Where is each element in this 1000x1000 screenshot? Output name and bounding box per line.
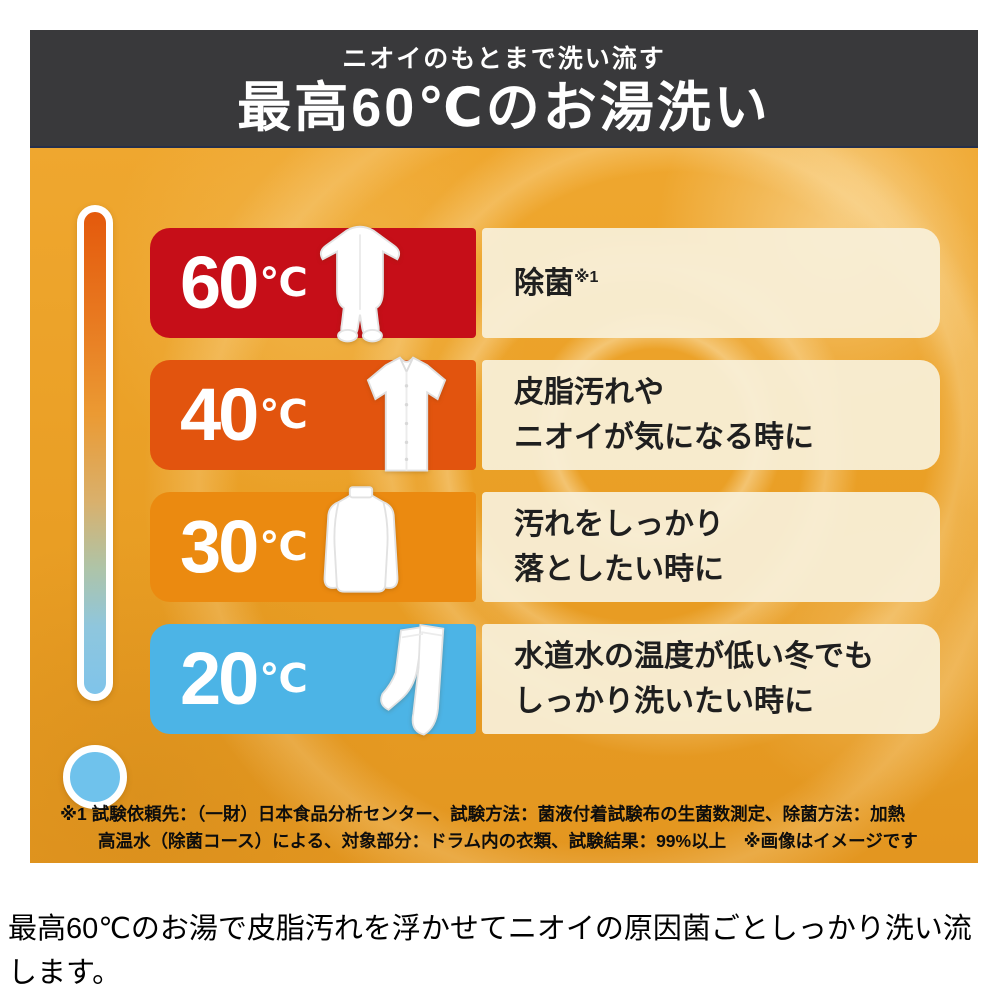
footnote-line-2: 高温水（除菌コース）による、対象部分：ドラム内の衣類、試験結果：99%以上 ※画… xyxy=(98,830,918,851)
temp-desc-20: 水道水の温度が低い冬でも しっかり洗いたい時に xyxy=(482,624,940,734)
temp-desc-40: 皮脂汚れや ニオイが気になる時に xyxy=(482,360,940,470)
temperature-graphic: 60 ℃ 除菌※1 40 ℃ xyxy=(30,148,978,863)
short-sleeve-shirt-icon xyxy=(366,356,447,472)
hot-water-wash-banner: ニオイのもとまで洗い流す 最高60℃のお湯洗い 60 ℃ 除菌※1 xyxy=(30,30,978,865)
temp-desc-30: 汚れをしっかり 落としたい時に xyxy=(482,492,940,602)
banner-tagline: ニオイのもとまで洗い流す xyxy=(342,45,666,74)
temp-badge-30: 30 ℃ xyxy=(150,492,476,602)
temp-row-60: 60 ℃ 除菌※1 xyxy=(150,225,940,343)
temp-row-30: 30 ℃ 汚れをしっかり 落としたい時に xyxy=(150,486,940,602)
temp-row-40: 40 ℃ 皮脂汚れや ニオイが気になる時に xyxy=(150,356,940,472)
temp-desc-60: 除菌※1 xyxy=(482,228,940,338)
footnote-line-1: ※1 試験依頼先：（一財）日本食品分析センター、試験方法：菌液付着試験布の生菌数… xyxy=(60,803,906,824)
temp-row-20: 20 ℃ 水道水の温度が低い冬でも しっかり洗いたい時に xyxy=(150,624,940,736)
thermometer-icon xyxy=(63,205,127,809)
banner-title: 最高60℃のお湯洗い xyxy=(237,78,771,139)
footnote-marker: ※1 xyxy=(574,268,599,286)
footnote: ※1 試験依頼先：（一財）日本食品分析センター、試験方法：菌液付着試験布の生菌数… xyxy=(60,801,968,855)
turtleneck-sweater-icon xyxy=(323,486,399,593)
thermometer-bulb xyxy=(63,745,127,809)
socks-icon xyxy=(380,624,445,736)
banner-header: ニオイのもとまで洗い流す 最高60℃のお湯洗い xyxy=(30,30,978,148)
temp-badge-60: 60 ℃ xyxy=(150,228,476,338)
baby-romper-icon xyxy=(319,225,401,343)
product-description: 最高60℃のお湯で皮脂汚れを浮かせてニオイの原因菌ごとしっかり洗い流します。 xyxy=(8,913,972,989)
thermometer-tube xyxy=(77,205,113,701)
temperature-rows: 60 ℃ 除菌※1 40 ℃ xyxy=(150,225,940,756)
